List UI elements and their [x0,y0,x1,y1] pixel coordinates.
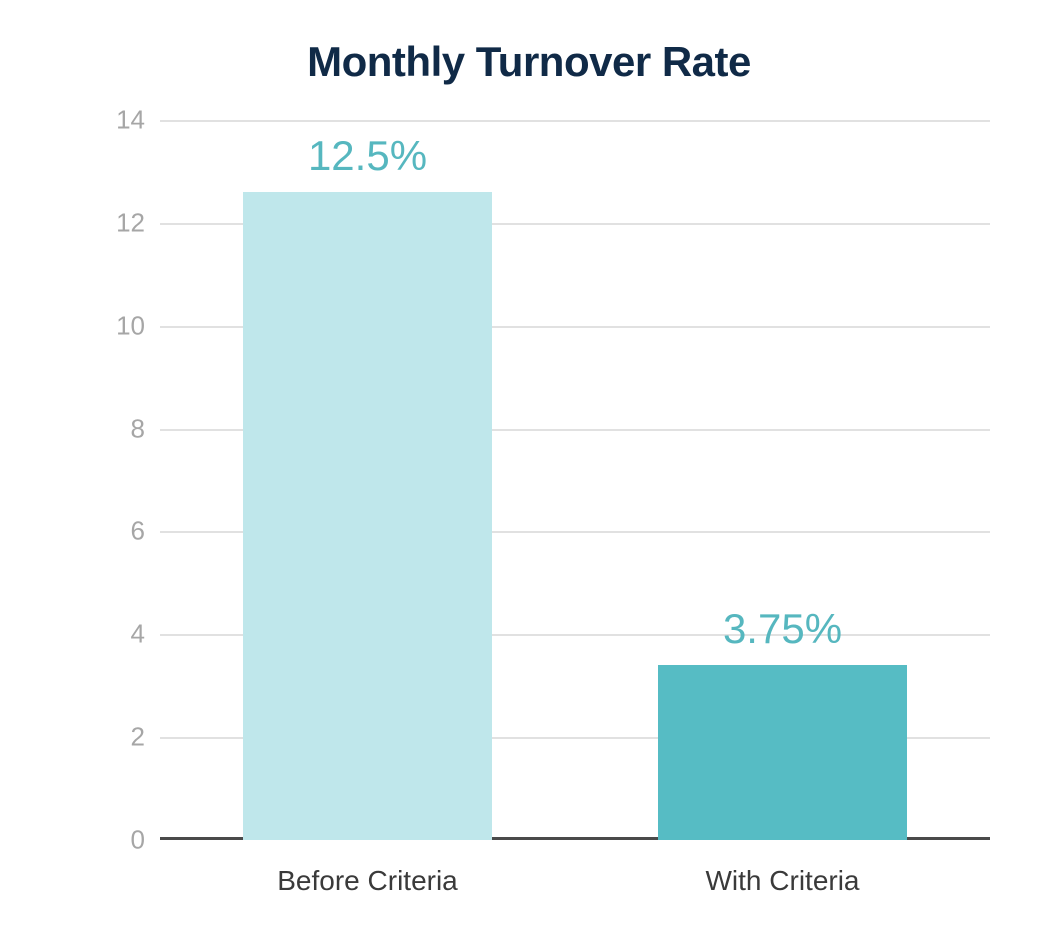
ytick-label: 0 [90,825,145,856]
bar [658,665,907,840]
ytick-label: 6 [90,516,145,547]
ytick-label: 14 [90,105,145,136]
gridline [160,120,990,122]
bar-value-label: 12.5% [308,132,427,180]
chart-area: 12.5%Before Criteria3.75%With Criteria 0… [90,120,1010,840]
ytick-label: 8 [90,413,145,444]
xtick-label: Before Criteria [277,865,458,897]
ytick-label: 10 [90,310,145,341]
ytick-label: 12 [90,207,145,238]
xtick-label: With Criteria [705,865,859,897]
bar [243,192,492,840]
ytick-label: 2 [90,722,145,753]
plot-area: 12.5%Before Criteria3.75%With Criteria [160,120,990,840]
ytick-label: 4 [90,619,145,650]
chart-title: Monthly Turnover Rate [0,0,1058,86]
bar-value-label: 3.75% [723,605,842,653]
